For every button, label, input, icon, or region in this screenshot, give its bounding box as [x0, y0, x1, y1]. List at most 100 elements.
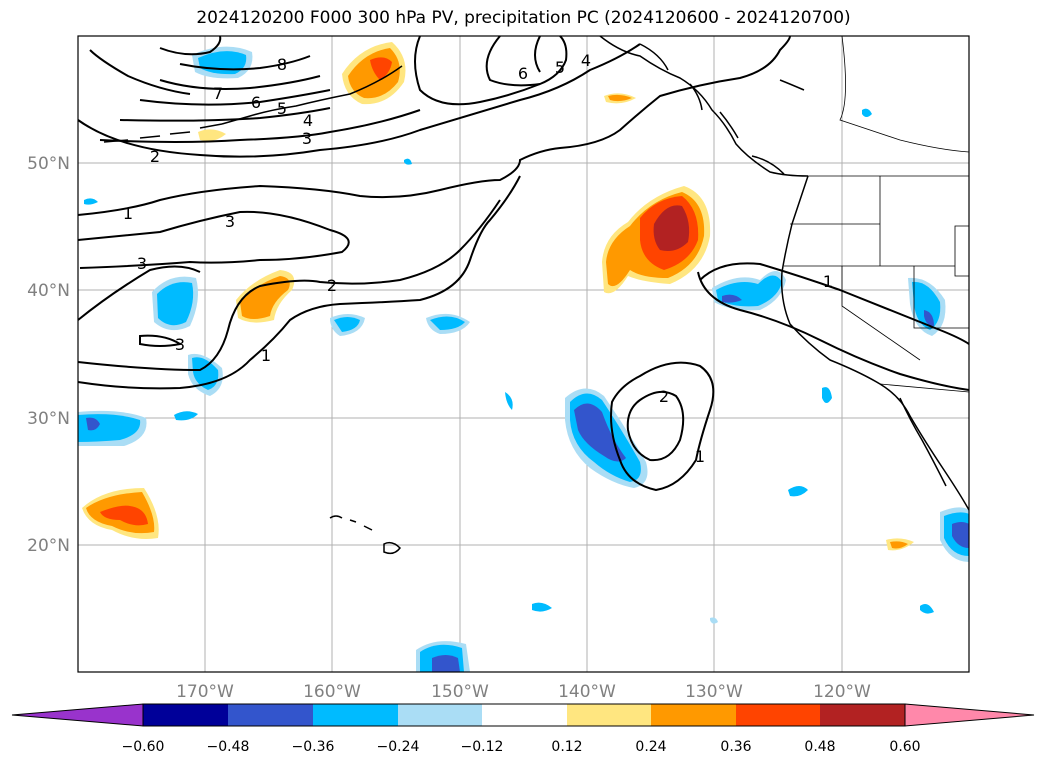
pv-contour [77, 43, 641, 158]
bc-border [839, 35, 970, 153]
positive-precip-area [370, 57, 392, 80]
contour-label: 4 [303, 111, 313, 130]
pv-contour [179, 55, 311, 71]
latitude-labels: 50°N 40°N 30°N 20°N [27, 154, 70, 556]
positive-precip-area [608, 94, 632, 102]
pv-contour [414, 35, 568, 106]
state-border-ca-nv [841, 266, 921, 361]
colorbar-tick-label: 0.12 [551, 739, 582, 755]
pv-contour [89, 49, 191, 95]
contour-label: 5 [555, 58, 565, 77]
negative-precip-area [574, 403, 626, 462]
lat-label-20n: 20°N [27, 536, 70, 556]
colorbar-extend-high [904, 703, 1035, 727]
lat-label-30n: 30°N [27, 409, 70, 429]
negative-precip-area [404, 158, 412, 165]
negative-precip-area [84, 198, 98, 205]
contour-label: 6 [251, 93, 261, 112]
pv-contour [159, 75, 321, 90]
negative-precip-area [334, 317, 360, 332]
lon-label-150w: 150°W [431, 682, 489, 702]
colorbar-frame [142, 703, 906, 727]
pv-contour [139, 334, 183, 347]
lon-label-160w: 160°W [303, 682, 361, 702]
contour-label: 2 [327, 276, 337, 295]
colorbar-tick-label: −0.48 [207, 739, 250, 755]
pv-contour [139, 89, 331, 106]
colorbar-tick-label: −0.36 [292, 739, 335, 755]
contour-label: 2 [659, 387, 669, 406]
pacific-nw-coast [780, 175, 970, 511]
negative-precip-area [722, 294, 742, 303]
colorbar-tick-label: 0.60 [889, 739, 920, 755]
pv-contour [699, 262, 970, 345]
negative-precip-area [505, 392, 513, 410]
negative-precip-area [822, 387, 832, 403]
colorbar-tick-label: 0.24 [635, 739, 666, 755]
colorbar-swatch [651, 704, 736, 726]
pv-contour [534, 35, 541, 73]
hawaii-islands [329, 515, 401, 555]
graticule [78, 36, 969, 672]
colorbar-tick-label: 0.48 [804, 739, 835, 755]
colorbar-swatch [567, 704, 651, 726]
contour-label: 7 [213, 84, 223, 103]
contour-label: 1 [823, 272, 833, 291]
alaska-coast [599, 35, 809, 177]
positive-precip-area [890, 541, 908, 549]
colorbar-swatch [313, 704, 398, 726]
longitude-labels: 170°W 160°W 150°W 140°W 130°W 120°W [176, 682, 871, 702]
pv-contour-labels: 8 7 6 5 4 3 2 1 3 3 3 2 1 6 5 4 1 2 1 [123, 51, 833, 466]
contour-label: 3 [225, 212, 235, 231]
hudson-region-coast [779, 79, 805, 91]
lon-label-120w: 120°W [813, 682, 871, 702]
contour-label: 3 [137, 254, 147, 273]
negative-precip-area [920, 604, 934, 614]
negative-precip-area [432, 655, 460, 672]
positive-precip-area [198, 129, 226, 142]
contour-label: 2 [150, 147, 160, 166]
vancouver-island [751, 155, 785, 175]
pv-contour [159, 35, 222, 56]
positive-precip-area [240, 276, 290, 319]
colorbar-swatch [820, 704, 905, 726]
negative-precip-area [952, 522, 969, 548]
pv-contour [99, 109, 421, 143]
negative-precip-area [912, 281, 941, 330]
contour-label: 6 [518, 64, 528, 83]
negative-precip-area [174, 411, 198, 421]
pv-contour [77, 35, 791, 216]
map-background [78, 36, 969, 672]
positive-precip-area [100, 505, 148, 526]
colorbar: −0.60 −0.48 −0.36 −0.24 −0.12 0.12 0.24 … [11, 703, 1035, 755]
colorbar-extend-low [11, 703, 144, 727]
colorbar-tick-label: −0.60 [122, 739, 165, 755]
negative-precip-area [710, 617, 718, 624]
contour-label: 1 [123, 204, 133, 223]
political-borders [784, 35, 970, 393]
precip-shading [78, 42, 969, 672]
pv-contours [77, 35, 970, 492]
map-title: 2024120200 F000 300 hPa PV, precipitatio… [196, 8, 851, 28]
colorbar-swatch [736, 704, 820, 726]
pv-contour [697, 271, 970, 391]
pv-contour [77, 199, 501, 372]
lon-label-140w: 140°W [558, 682, 616, 702]
contour-label: 3 [302, 129, 312, 148]
lat-label-50n: 50°N [27, 154, 70, 174]
pv-contour [610, 361, 715, 492]
state-border-nv-az [913, 266, 969, 329]
colorbar-swatch [143, 704, 228, 726]
lon-label-170w: 170°W [176, 682, 234, 702]
contour-label: 4 [581, 51, 591, 70]
colorbar-tick-label: 0.36 [720, 739, 751, 755]
negative-precip-area [86, 417, 100, 431]
pv-contour [77, 265, 201, 321]
contour-label: 5 [277, 99, 287, 118]
negative-precip-area [862, 108, 872, 117]
negative-precip-area [532, 602, 552, 612]
contour-label: 3 [175, 335, 185, 354]
baja-coast [899, 397, 947, 487]
pv-contour [119, 107, 331, 122]
